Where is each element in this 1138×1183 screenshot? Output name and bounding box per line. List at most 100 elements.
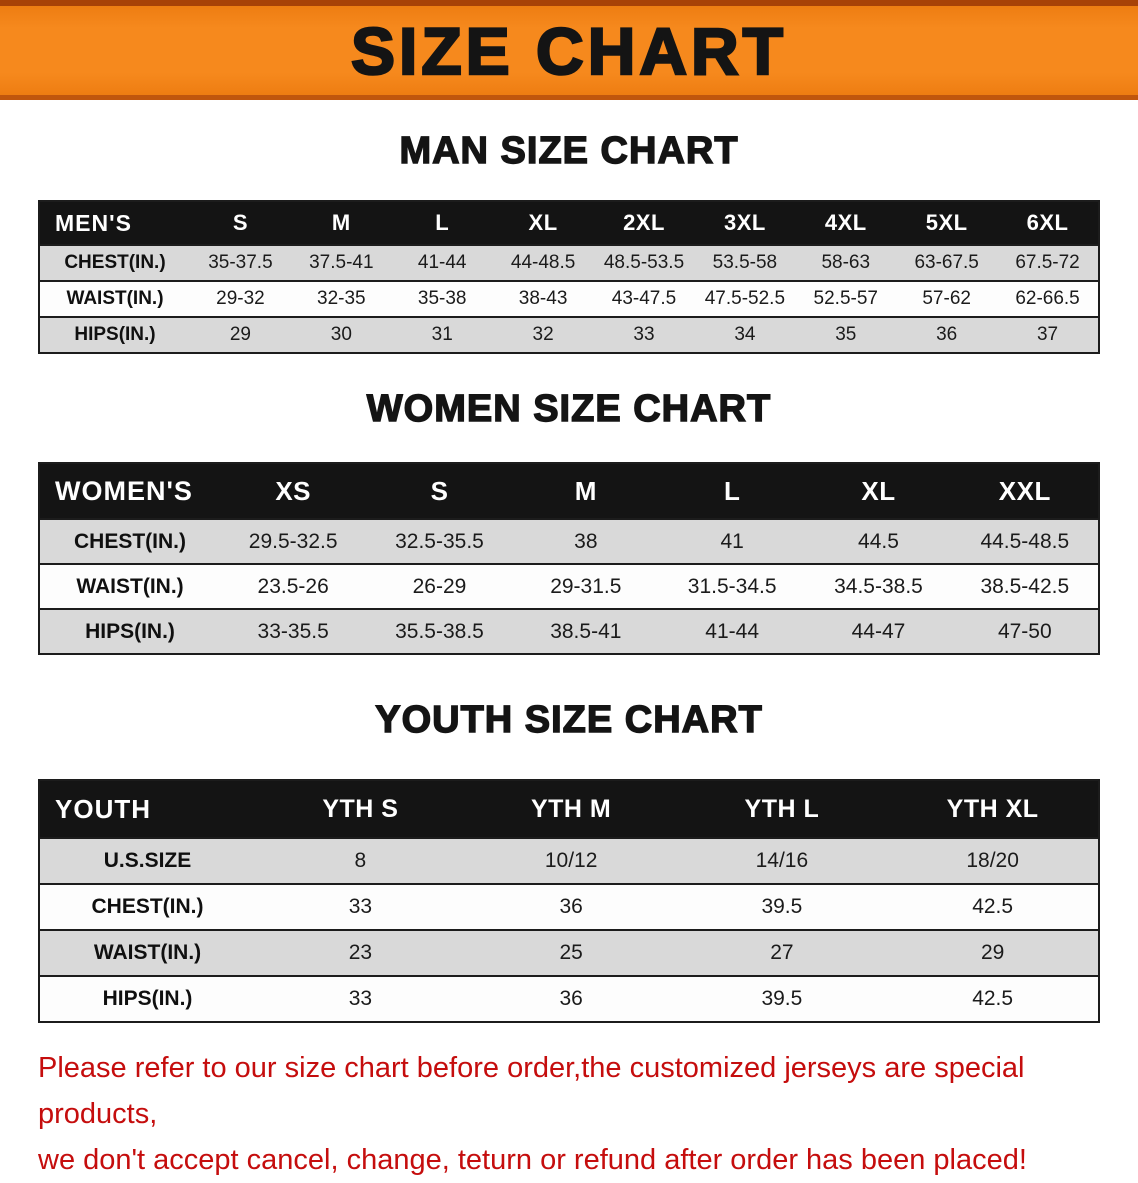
cell-value: 42.5 <box>972 895 1014 918</box>
cell-value: 31 <box>431 324 453 345</box>
cell-value: 35-38 <box>417 288 467 309</box>
table-header-label: MEN'S <box>55 209 132 236</box>
cell-value: 38-43 <box>518 288 568 309</box>
cell-value: 27 <box>770 941 794 964</box>
cell-value: 42.5 <box>972 987 1014 1010</box>
table-row: CHEST(IN.) 33 36 39.5 42.5 <box>40 883 1098 929</box>
size-column-header: M <box>574 475 597 506</box>
size-column-header: 5XL <box>925 210 968 235</box>
cell-value: 47.5-52.5 <box>704 288 786 309</box>
size-column-header: L <box>435 210 450 235</box>
cell-value: 38.5-41 <box>550 619 622 643</box>
size-column-header: XL <box>861 475 896 506</box>
size-column-header: YTH M <box>530 794 612 823</box>
cell-value: 34 <box>734 324 756 345</box>
table-row: WAIST(IN.) 29-32 32-35 35-38 38-43 43-47.5 47.… <box>40 280 1098 316</box>
cell-value: 10/12 <box>544 849 598 872</box>
cell-value: 43-47.5 <box>611 288 677 309</box>
cell-value: 39.5 <box>761 987 803 1010</box>
cell-value: 41 <box>720 529 744 553</box>
size-chart-title: SIZE CHART <box>350 13 787 88</box>
row-label: HIPS(IN.) <box>74 324 156 345</box>
size-column-header: YTH XL <box>946 794 1039 823</box>
cell-value: 36 <box>936 324 958 345</box>
row-label: WAIST(IN.) <box>93 941 202 964</box>
size-column-header: L <box>723 475 741 506</box>
cell-value: 33 <box>633 324 655 345</box>
cell-value: 29-31.5 <box>550 574 622 598</box>
cell-value: 36 <box>559 987 583 1010</box>
cell-value: 33 <box>348 895 373 918</box>
size-column-header: S <box>232 210 249 235</box>
cell-value: 38 <box>574 529 598 553</box>
cell-value: 35.5-38.5 <box>395 619 484 643</box>
size-column-header: YTH S <box>322 794 399 823</box>
cell-value: 34.5-38.5 <box>834 574 923 598</box>
disclaimer-note: Please refer to our size chart before or… <box>0 1045 1138 1183</box>
row-label: HIPS(IN.) <box>102 987 193 1010</box>
cell-value: 36 <box>559 895 583 918</box>
cell-value: 26-29 <box>412 574 467 598</box>
cell-value: 67.5-72 <box>1015 252 1080 273</box>
cell-value: 31.5-34.5 <box>687 574 777 598</box>
table-row: WAIST(IN.) 23.5-26 26-29 29-31.5 31.5-34.5 34… <box>40 563 1098 608</box>
table-row: HIPS(IN.) 29 30 31 32 33 34 35 36 37 <box>40 316 1098 352</box>
cell-value: 37 <box>1036 324 1059 345</box>
row-label: WAIST(IN.) <box>66 288 164 309</box>
cell-value: 23 <box>348 941 373 964</box>
cell-value: 63-67.5 <box>914 252 979 273</box>
cell-value: 53.5-58 <box>712 252 778 273</box>
row-label: CHEST(IN.) <box>91 895 204 918</box>
table-row: CHEST(IN.) 29.5-32.5 32.5-35.5 38 41 44.5 44.5… <box>40 518 1098 563</box>
cell-value: 37.5-41 <box>309 252 374 273</box>
cell-value: 35-37.5 <box>208 252 273 273</box>
youth-size-chart-heading: YOUTH SIZE CHART <box>375 698 763 741</box>
size-chart-banner: SIZE CHART <box>0 0 1138 100</box>
cell-value: 33 <box>348 987 373 1010</box>
cell-value: 47-50 <box>997 619 1052 643</box>
cell-value: 41-44 <box>417 252 467 273</box>
cell-value: 29.5-32.5 <box>248 529 338 553</box>
size-column-header: XL <box>528 210 558 235</box>
cell-value: 25 <box>559 941 583 964</box>
youth-size-table: YOUTH YTH S YTH M YTH L YTH XL U.S.SIZE 8 10/12… <box>38 779 1100 1023</box>
cell-value: 41-44 <box>705 619 760 643</box>
cell-value: 38.5-42.5 <box>980 574 1070 598</box>
row-label: U.S.SIZE <box>103 849 192 872</box>
cell-value: 52.5-57 <box>813 288 878 309</box>
table-row: HIPS(IN.) 33 36 39.5 42.5 <box>40 975 1098 1021</box>
table-header-label: YOUTH <box>55 793 151 824</box>
cell-value: 32.5-35.5 <box>395 529 484 553</box>
cell-value: 30 <box>330 324 352 345</box>
table-row: CHEST(IN.) 35-37.5 37.5-41 41-44 44-48.5 48.5… <box>40 244 1098 280</box>
cell-value: 44.5 <box>858 529 899 553</box>
table-row: WAIST(IN.) 23 25 27 29 <box>40 929 1098 975</box>
cell-value: 8 <box>354 849 367 872</box>
women-size-chart-heading: WOMEN SIZE CHART <box>366 387 772 430</box>
cell-value: 57-62 <box>922 288 971 309</box>
size-column-header: M <box>331 210 351 235</box>
row-label: HIPS(IN.) <box>85 619 175 643</box>
cell-value: 14/16 <box>755 849 809 872</box>
cell-value: 58-63 <box>821 252 871 273</box>
table-row: HIPS(IN.) 33-35.5 35.5-38.5 38.5-41 41-44 44-… <box>40 608 1098 653</box>
cell-value: 32-35 <box>317 288 366 309</box>
size-column-header: XXL <box>998 475 1051 506</box>
size-column-header: S <box>430 475 449 506</box>
size-column-header: 4XL <box>824 210 867 235</box>
cell-value: 44-48.5 <box>510 252 576 273</box>
cell-value: 23.5-26 <box>257 574 329 598</box>
cell-value: 29 <box>229 324 251 345</box>
size-column-header: 6XL <box>1026 210 1069 235</box>
man-size-chart-heading: MAN SIZE CHART <box>399 129 739 172</box>
table-header-row: WOMEN'S XS S M L XL XXL <box>40 464 1098 518</box>
cell-value: 44-47 <box>851 619 906 643</box>
disclaimer-line-2: we don't accept cancel, change, teturn o… <box>38 1144 1027 1176</box>
cell-value: 29-32 <box>216 288 265 309</box>
row-label: CHEST(IN.) <box>64 252 166 273</box>
cell-value: 62-66.5 <box>1015 288 1080 309</box>
cell-value: 48.5-53.5 <box>603 252 685 273</box>
table-row: U.S.SIZE 8 10/12 14/16 18/20 <box>40 837 1098 883</box>
women-size-table: WOMEN'S XS S M L XL XXL CHEST(IN.) 29.5-32.5 32.5… <box>38 462 1100 655</box>
